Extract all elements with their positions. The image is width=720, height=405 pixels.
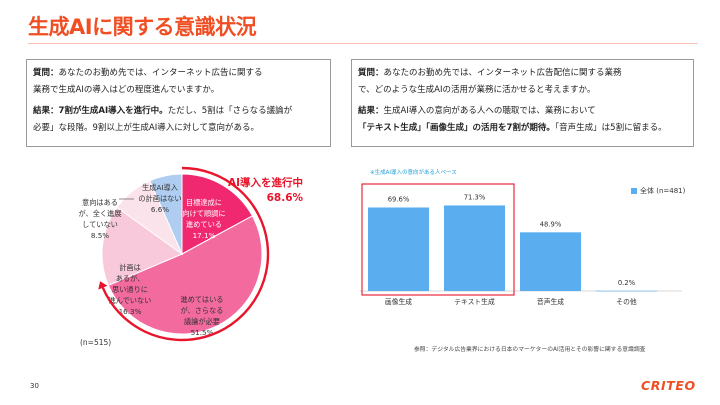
pie-callout-label: AI導入を進行中 [228,177,304,189]
question-box-left: 質問：あなたのお勤め先では、インターネット広告に関する 業務で生成AIの導入はど… [26,59,331,147]
title-divider [28,43,698,44]
pie-callout-value: 68.6% [266,192,304,204]
bar-image-gen-category: 画像生成 [385,297,412,306]
result-label: 結果： [358,106,384,116]
result-highlight: 「テキスト生成」「画像生成」の活用を7割が期待。 [358,123,555,133]
slice-needs-discussion [107,215,263,335]
result-highlight: 7割が生成AI導入を進行中。 [58,106,168,116]
source-note: 参照：デジタル広告業界における日本のマーケターのAI活用とその影響に関する意識調… [414,347,646,353]
slice-on-track-label: 目標達成に向けて順調に進めている 17.1% [182,198,225,240]
bar-image-gen-value: 69.6% [388,195,410,203]
bar-other [596,290,657,292]
page-number: 30 [30,382,39,390]
bar-other-category: その他 [616,297,637,306]
question-label: 質問： [33,68,59,78]
question-text: あなたのお勤め先では、インターネット広告に関する [58,68,263,78]
slice-no-plan-label: 生成AI導入の計画はない 6.6% [138,183,181,214]
criteo-logo: CRITEO [641,378,696,393]
slide-title: 生成AIに関する意識状況 [28,15,257,39]
legend-swatch [631,188,637,194]
arc-arrowhead [98,281,108,290]
legend-label: 全体 (n=481) [640,187,686,195]
question-label: 質問： [358,68,384,78]
result-line: 結果：生成AI導入の意向がある人への聴取では、業務において [358,103,687,120]
slice-stalled [101,206,184,286]
result-text-cont: 「音声生成」は5割に留まる。 [554,123,667,133]
bar-text-gen-category: テキスト生成 [454,297,495,306]
bar-chart-note: ※生成AI導入の意向がある人ベース [370,170,457,176]
bar-other-value: 0.2% [618,279,636,287]
question-text-cont: 業務で生成AIの導入はどの程度進んでいますか。 [33,85,220,95]
bar-image-gen [368,207,429,291]
bar-audio-gen [520,232,581,291]
result-line-2: 「テキスト生成」「画像生成」の活用を7割が期待。「音声生成」は5割に留まる。 [358,120,687,137]
bar-audio-gen-category: 音声生成 [537,297,564,306]
bar-text-gen-value: 71.3% [464,193,486,201]
adoption-pie-chart: 目標達成に向けて順調に進めている 17.1% 進めてはいるが、さらなる議論が必要 51… [79,166,270,342]
in-progress-arc [101,166,270,342]
result-label: 結果： [33,106,59,116]
slice-needs-discussion-label: 進めてはいるが、さらなる議論が必要 51.5% [181,295,224,337]
bar-text-gen [444,205,505,291]
question-text: あなたのお勤め先では、インターネット広告配信に関する業務 [383,68,622,78]
question-line: 質問：あなたのお勤め先では、インターネット広告配信に関する業務 [358,65,687,82]
bar-legend: 全体 (n=481) [631,186,685,196]
slice-stalled-label: 計画はあるが、思い通りに進んでいない 16.3% [109,263,152,316]
result-line: 結果：7割が生成AI導入を進行中。ただし、5割は「さらなる議論が [33,103,324,120]
highlight-frame [361,183,515,296]
slice-on-track [181,173,254,255]
result-text-cont: 必要」な段階。9割以上が生成AI導入に対して意向がある。 [33,123,259,133]
result-text: 生成AI導入の意向がある人への聴取では、業務において [383,106,596,116]
question-text-cont: で、どのような生成AIの活用が業務に活かせると考えますか。 [358,85,596,95]
slice-no-plan [149,173,183,255]
sample-size-note: (n=515) [80,338,112,347]
question-box-right: 質問：あなたのお勤め先では、インターネット広告配信に関する業務 で、どのような生… [351,59,694,147]
slice-no-progress-label: 意向はあるが、全く進展していない 8.5% [79,198,122,240]
bar-audio-gen-value: 48.9% [540,220,562,228]
usage-bar-chart: 69.6% 画像生成 71.3% テキスト生成 48.9% 音声生成 0.2% その他 [360,183,682,306]
result-text: ただし、5割は「さらなる議論が [167,106,293,116]
pie-callout: AI導入を進行中 68.6% [228,176,303,206]
question-line: 質問：あなたのお勤め先では、インターネット広告に関する [33,65,324,82]
